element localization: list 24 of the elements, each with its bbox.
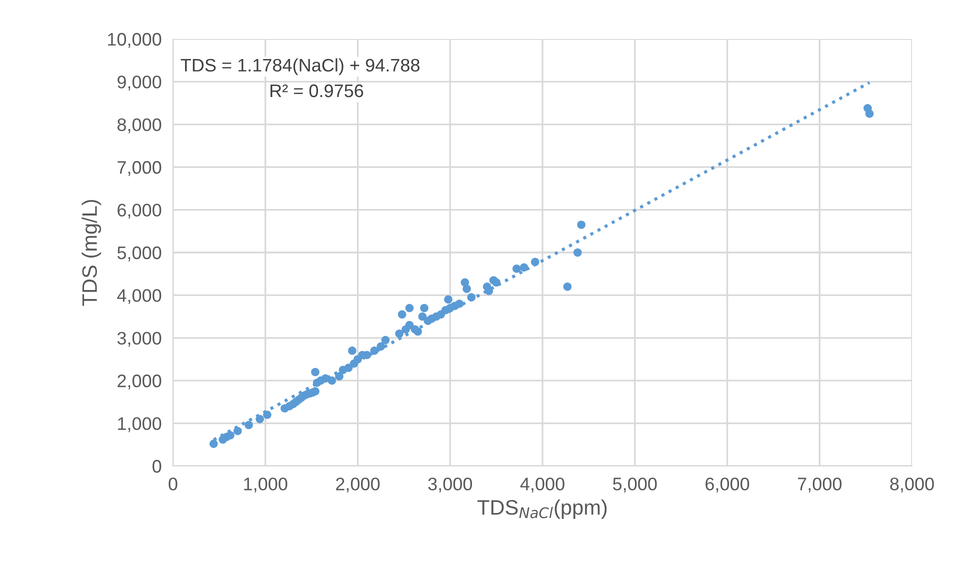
y-tick-label: 1,000 [118,417,162,432]
annotation: TDS = 1.1784(NaCl) + 94.788 [180,58,420,76]
y-tick-label: 4,000 [117,289,162,304]
x-tick-label: 4,000 [520,478,564,493]
y-tick-label: 2,000 [118,374,162,390]
annotation: R² = 0.9756 [270,84,364,98]
y-tick-label: 0 [152,460,162,473]
y-tick-label: 10,000 [108,32,162,48]
y-axis-title: TDS (mg/L) [82,200,102,306]
x-tick-label: 3,000 [428,478,472,493]
x-axis-title: TDS$_{NaCl}$(ppm) [477,500,607,519]
x-tick-label: 7,000 [798,478,842,493]
x-tick-label: 2,000 [336,478,380,493]
y-tick-label: 3,000 [117,332,162,347]
x-tick-label: 1,000 [244,478,288,493]
y-tick-label: 8,000 [117,118,162,134]
x-tick-label: 5,000 [613,478,657,493]
y-tick-label: 5,000 [117,246,162,262]
y-tick-label: 9,000 [118,76,162,91]
x-tick-label: 8,000 [890,478,934,493]
x-tick-label: 6,000 [706,478,750,493]
y-tick-label: 6,000 [118,204,162,219]
x-tick-label: 0 [168,478,178,490]
y-tick-label: 7,000 [118,161,162,176]
